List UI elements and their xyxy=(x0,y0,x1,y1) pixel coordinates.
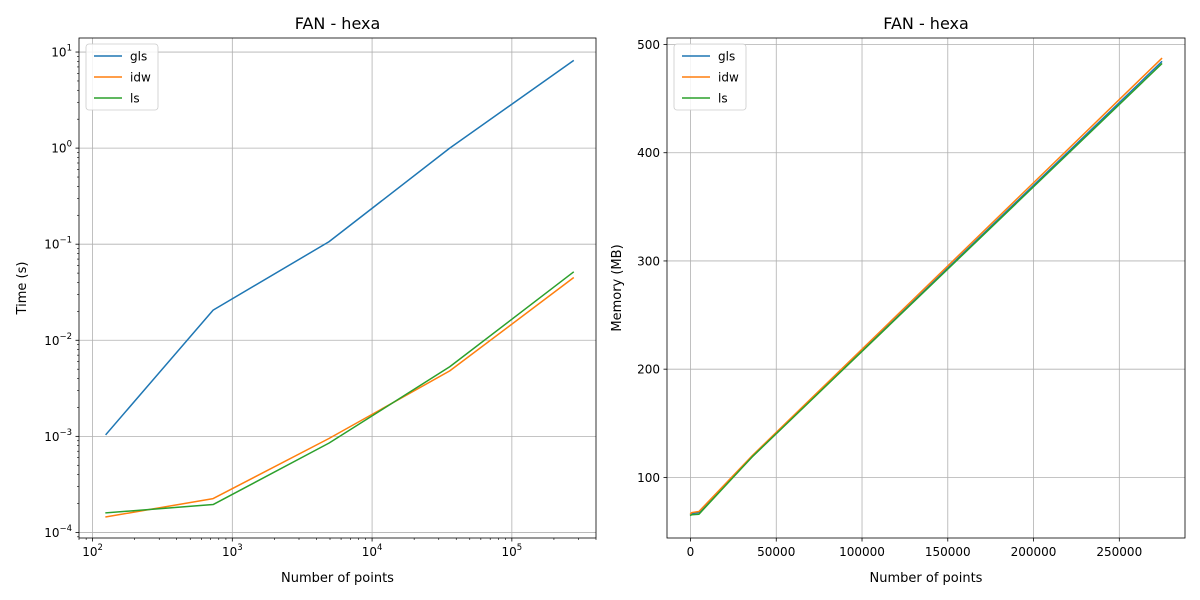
y-tick-label: 10−2 xyxy=(44,332,72,348)
legend-label-idw: idw xyxy=(718,71,739,85)
y-tick-label: 100 xyxy=(637,471,660,485)
y-tick-label: 300 xyxy=(637,254,660,268)
series-line-gls xyxy=(105,59,575,436)
x-axis-label: Number of points xyxy=(281,571,394,586)
chart-title: FAN - hexa xyxy=(883,14,969,33)
axes-frame xyxy=(666,37,1186,539)
y-tick-label: 10−3 xyxy=(44,428,72,444)
legend-label-gls: gls xyxy=(130,50,147,64)
x-axis-label: Number of points xyxy=(870,571,983,586)
legend-label-ls: ls xyxy=(718,92,728,106)
memory-chart: 0 50000 100000 150000 200000 250000 100 200 300 4… xyxy=(610,14,1186,586)
legend-label-idw: idw xyxy=(130,71,151,85)
legend-label-ls: ls xyxy=(130,92,140,106)
legend: gls idw ls xyxy=(85,43,159,111)
series-line-ls xyxy=(105,271,575,514)
x-tick-label: 0 xyxy=(687,545,695,559)
x-tick-label: 250000 xyxy=(1096,545,1142,559)
legend: gls idw ls xyxy=(673,43,747,111)
y-tick-label: 500 xyxy=(637,38,660,52)
x-tick-label: 150000 xyxy=(925,545,971,559)
y-tick-label: 400 xyxy=(637,146,660,160)
x-tick-label: 103 xyxy=(222,543,243,559)
series-line-ls xyxy=(689,62,1163,517)
y-tick-label: 100 xyxy=(51,140,72,156)
y-axis-label: Memory (MB) xyxy=(610,244,625,331)
series-line-idw xyxy=(689,57,1163,515)
x-tick-label: 102 xyxy=(82,543,103,559)
axes-frame xyxy=(78,37,597,539)
y-tick-label: 10−1 xyxy=(44,236,72,252)
series-line-idw xyxy=(105,276,575,518)
x-tick-label: 100000 xyxy=(839,545,885,559)
y-tick-label: 10−4 xyxy=(44,524,72,540)
x-tick-label: 50000 xyxy=(757,545,795,559)
legend-label-gls: gls xyxy=(718,50,735,64)
y-axis-label: Time (s) xyxy=(15,262,30,316)
x-tick-label: 104 xyxy=(362,543,383,559)
x-tick-label: 200000 xyxy=(1011,545,1057,559)
y-tick-label: 200 xyxy=(637,363,660,377)
time-chart: 102 103 104 105 10−4 10−3 10−2 10−1 100 101 FAN - … xyxy=(15,14,597,586)
y-tick-label: 101 xyxy=(51,44,72,60)
chart-title: FAN - hexa xyxy=(295,14,381,33)
x-tick-label: 105 xyxy=(501,543,522,559)
